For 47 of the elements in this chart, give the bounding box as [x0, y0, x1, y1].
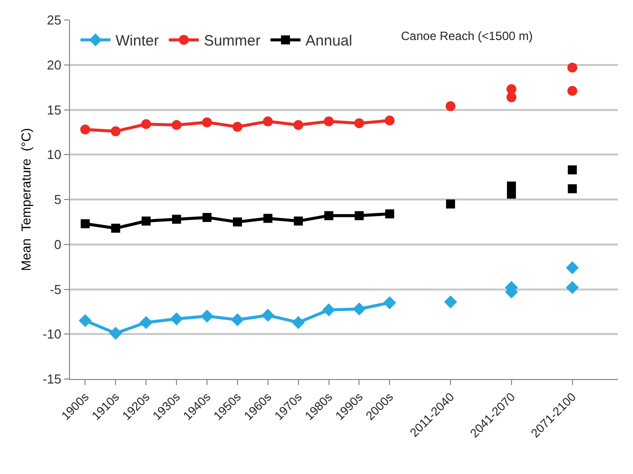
point [352, 302, 366, 316]
point [230, 313, 244, 326]
point [202, 117, 212, 128]
y-tick-label: 5 [54, 192, 62, 208]
point [80, 124, 90, 134]
point [111, 224, 120, 233]
legend-label: Annual [306, 32, 352, 50]
point [293, 120, 304, 130]
y-tick-label: 0 [54, 236, 62, 252]
y-axis-title: Mean Temperature (°C) [18, 128, 34, 271]
y-tick-label: -15 [42, 372, 62, 387]
point [324, 211, 334, 220]
point [385, 209, 394, 218]
point [354, 211, 364, 220]
point [141, 119, 152, 130]
point [232, 217, 242, 226]
y-tick-label: 10 [46, 147, 62, 162]
point [294, 216, 303, 226]
y-tick-label: -5 [50, 282, 62, 297]
point [172, 120, 182, 130]
point [202, 212, 212, 222]
point [80, 219, 90, 228]
legend-label: Winter [115, 32, 159, 50]
point [262, 116, 273, 126]
point [292, 316, 305, 329]
point [383, 296, 396, 310]
point [354, 118, 364, 128]
point [109, 326, 122, 340]
point [172, 214, 182, 224]
legend-label: Summer [204, 32, 261, 50]
point [324, 116, 334, 126]
point [263, 214, 272, 223]
point [384, 116, 395, 126]
y-tick-label: -10 [42, 326, 62, 342]
point [261, 308, 274, 322]
point [142, 216, 151, 226]
y-tick-label: 25 [46, 12, 62, 28]
point [78, 314, 92, 328]
annotation: Canoe Reach (<1500 m) [401, 29, 533, 43]
point [110, 126, 121, 136]
y-tick-label: 15 [46, 102, 62, 118]
y-tick-label: 20 [46, 57, 62, 72]
point [170, 312, 184, 326]
point [232, 122, 242, 132]
point [322, 303, 336, 316]
point [140, 316, 153, 329]
point [200, 310, 214, 323]
